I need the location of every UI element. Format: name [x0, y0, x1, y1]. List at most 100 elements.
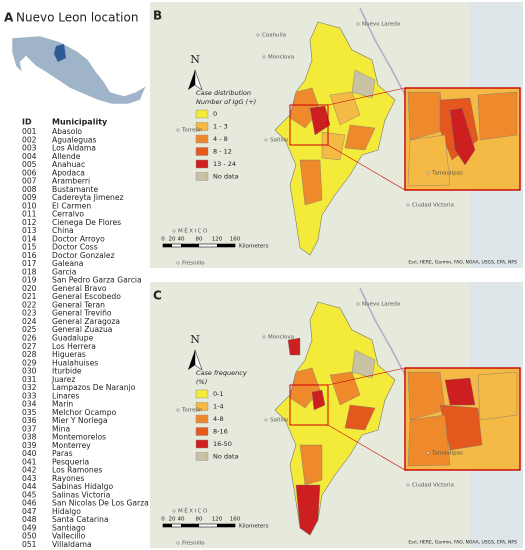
- north-label: N: [190, 53, 200, 66]
- north-label: N: [190, 333, 200, 346]
- place-label: Ciudad Victoria: [412, 483, 454, 489]
- legend-swatch: [195, 134, 209, 144]
- legend-label: 8 - 12: [213, 148, 232, 156]
- table-municipality: Mier Y Noriega: [52, 416, 108, 425]
- panel-c: C N Case frequency(%) 0-1 1-4 4-8 8-16 16-50 No …: [150, 282, 523, 548]
- municipality-region: [344, 404, 376, 431]
- zoom-connector: [327, 367, 406, 386]
- table-id: 043: [22, 474, 37, 483]
- table-id: 009: [22, 193, 37, 202]
- table-id: 042: [22, 466, 37, 475]
- table-municipality: Apodaca: [52, 168, 85, 177]
- table-id: 005: [22, 160, 37, 169]
- legend-swatch: [195, 122, 209, 131]
- panel-label: B: [153, 9, 162, 23]
- table-municipality: General Treviño: [52, 309, 112, 318]
- legend-swatch: [195, 172, 209, 181]
- table-id: 038: [22, 433, 37, 442]
- place-dot: [356, 22, 360, 26]
- scale-segment: [181, 524, 199, 527]
- municipality-table: ID Municipality 001 Abasolo 002 Agualeguas 003…: [22, 118, 149, 550]
- legend-label: 8-16: [213, 428, 228, 436]
- table-id: 045: [22, 490, 37, 499]
- legend-swatch: [195, 414, 209, 424]
- municipality-region: [299, 444, 323, 486]
- scale-tick-label: 40: [178, 237, 185, 243]
- scale-segment: [217, 244, 235, 247]
- table-id: 031: [22, 375, 37, 384]
- municipality-region: [351, 69, 376, 99]
- table-municipality: Doctor Arroyo: [52, 234, 105, 243]
- scale-tick-label: 160: [230, 237, 241, 243]
- table-municipality: Montemorelos: [52, 433, 106, 442]
- legend-subtitle: (%): [196, 378, 207, 386]
- scale-tick-label: 80: [196, 517, 203, 523]
- place-dot: [262, 335, 266, 339]
- inset-region: [407, 134, 451, 187]
- legend-swatch: [195, 452, 209, 461]
- table-id: 041: [22, 457, 37, 466]
- legend-swatch: [195, 402, 209, 411]
- place-dot: [406, 203, 410, 207]
- table-municipality: Lampazos De Naranjo: [52, 383, 136, 392]
- table-municipality: Cadereyta Jimenez: [52, 193, 124, 202]
- place-label: MÉXICO: [178, 507, 209, 515]
- scale-tick-label: 120: [212, 237, 223, 243]
- table-id: 039: [22, 441, 37, 450]
- table-id: 040: [22, 449, 37, 458]
- table-municipality: San Pedro Garza Garcia: [52, 276, 142, 285]
- table-municipality: Hualahuises: [52, 358, 98, 367]
- place-dot: [172, 509, 176, 513]
- place-label: Nuevo Laredo: [362, 302, 401, 308]
- table-municipality: Cerralvo: [52, 210, 84, 219]
- table-id: 032: [22, 383, 37, 392]
- legend-subtitle: Number of IgG (+): [196, 98, 256, 106]
- table-id: 036: [22, 416, 37, 425]
- place-label: Monclova: [268, 55, 294, 61]
- table-municipality: Iturbide: [52, 367, 82, 376]
- north-arrow: [194, 349, 203, 371]
- attribution: Esri, HERE, Garmin, FAO, NOAA, USGS, EPA…: [408, 540, 517, 546]
- table-id: 017: [22, 259, 37, 268]
- zoom-box: [289, 104, 329, 146]
- table-id: 004: [22, 152, 37, 161]
- place-label: Tamaulipas: [431, 171, 463, 177]
- table-id: 026: [22, 334, 37, 343]
- table-municipality: Galeana: [52, 259, 83, 268]
- place-dot: [264, 138, 268, 142]
- place-dot: [356, 302, 360, 306]
- scale-segment: [217, 524, 235, 527]
- municipality-region: [329, 371, 361, 406]
- attribution: Esri, HERE, Garmin, FAO, NOAA, USGS, EPA…: [408, 260, 517, 266]
- inset-region: [449, 107, 476, 166]
- place-label: Tamaulipas: [431, 451, 463, 457]
- table-municipality: Paras: [52, 449, 73, 458]
- table-id: 006: [22, 168, 37, 177]
- legend-label: 0-1: [213, 390, 224, 398]
- table-municipality: Aramberri: [52, 177, 90, 186]
- table-municipality: Los Herrera: [52, 342, 96, 351]
- table-municipality: Vallecillo: [52, 532, 86, 541]
- table-id: 019: [22, 276, 37, 285]
- table-id: 033: [22, 391, 37, 400]
- table-municipality: Allende: [52, 152, 81, 161]
- place-dot: [176, 408, 180, 412]
- place-dot: [426, 171, 430, 175]
- place-label: MÉXICO: [178, 227, 209, 235]
- table-id: 035: [22, 408, 37, 417]
- table-id: 008: [22, 185, 37, 194]
- legend-swatch: [195, 427, 209, 436]
- table-id: 034: [22, 400, 37, 409]
- legend-label: 4-8: [213, 415, 224, 423]
- table-id: 001: [22, 127, 37, 136]
- table-municipality: Santa Catarina: [52, 515, 109, 524]
- table-id: 002: [22, 135, 37, 144]
- scale-segment: [163, 244, 172, 247]
- table-municipality: Guadalupe: [52, 334, 94, 343]
- scale-unit: Kilometers: [239, 524, 269, 530]
- zoom-connector: [327, 87, 406, 106]
- place-label: Torreón: [181, 407, 203, 414]
- table-id: 022: [22, 300, 37, 309]
- table-municipality: Rayones: [52, 474, 84, 483]
